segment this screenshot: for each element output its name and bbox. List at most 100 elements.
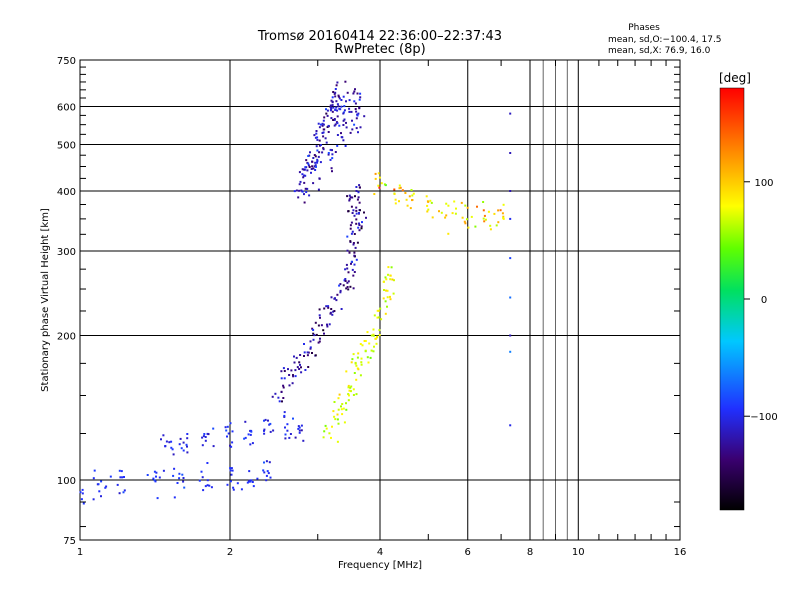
data-point bbox=[352, 242, 355, 244]
data-point bbox=[325, 427, 328, 430]
data-point bbox=[352, 92, 355, 95]
data-point bbox=[353, 214, 356, 217]
data-point bbox=[336, 109, 339, 112]
data-point bbox=[336, 81, 339, 84]
data-point bbox=[330, 108, 333, 111]
data-point bbox=[309, 340, 312, 343]
data-point bbox=[335, 299, 338, 302]
data-point bbox=[264, 418, 267, 421]
data-point bbox=[393, 192, 396, 195]
data-point bbox=[338, 124, 341, 127]
data-point bbox=[474, 225, 477, 228]
data-point bbox=[331, 110, 334, 113]
data-point bbox=[311, 165, 314, 168]
data-point bbox=[355, 206, 358, 209]
data-point bbox=[301, 168, 304, 171]
data-point bbox=[315, 132, 318, 135]
data-point bbox=[225, 429, 228, 432]
data-point bbox=[281, 400, 283, 403]
data-point bbox=[444, 216, 447, 219]
data-point bbox=[385, 289, 388, 292]
data-point bbox=[93, 469, 96, 472]
data-point bbox=[198, 479, 201, 482]
data-point bbox=[336, 134, 339, 136]
data-point bbox=[314, 321, 317, 324]
data-point bbox=[307, 162, 310, 165]
data-point bbox=[340, 132, 342, 135]
data-point bbox=[370, 349, 373, 352]
data-point bbox=[386, 289, 389, 292]
data-point bbox=[333, 297, 336, 300]
data-point bbox=[357, 368, 360, 371]
data-point bbox=[344, 145, 347, 147]
data-point bbox=[322, 436, 325, 439]
data-point bbox=[227, 432, 230, 435]
data-point bbox=[509, 190, 512, 192]
data-point bbox=[317, 188, 320, 191]
data-point bbox=[344, 280, 347, 282]
data-point bbox=[100, 480, 103, 483]
data-point bbox=[354, 362, 357, 365]
data-point bbox=[412, 192, 415, 195]
data-point bbox=[229, 480, 232, 483]
data-point bbox=[119, 476, 122, 479]
data-point bbox=[509, 257, 512, 260]
data-point bbox=[303, 343, 305, 345]
data-point bbox=[282, 367, 285, 370]
data-point bbox=[317, 324, 320, 327]
data-point bbox=[358, 201, 361, 204]
data-point bbox=[337, 408, 340, 411]
data-point bbox=[230, 445, 233, 448]
data-point bbox=[249, 433, 252, 436]
data-point bbox=[80, 498, 83, 501]
data-point bbox=[334, 418, 337, 421]
data-point bbox=[476, 205, 478, 208]
data-point bbox=[181, 473, 184, 476]
data-point bbox=[172, 453, 175, 456]
data-point bbox=[333, 124, 336, 127]
data-point bbox=[430, 201, 433, 204]
data-point bbox=[105, 485, 108, 488]
data-point bbox=[156, 497, 159, 500]
data-point bbox=[283, 411, 286, 414]
data-point bbox=[249, 480, 252, 483]
data-point bbox=[393, 188, 396, 191]
data-point bbox=[81, 488, 84, 491]
data-point bbox=[109, 475, 112, 478]
data-point bbox=[392, 292, 395, 295]
data-point bbox=[346, 91, 349, 94]
data-point bbox=[336, 115, 339, 118]
data-point bbox=[280, 370, 283, 373]
data-point bbox=[385, 278, 388, 281]
data-point bbox=[313, 334, 316, 337]
data-point bbox=[206, 479, 209, 482]
data-point bbox=[153, 470, 156, 473]
data-point bbox=[230, 473, 233, 476]
data-point bbox=[427, 208, 430, 211]
data-point bbox=[229, 422, 232, 425]
data-point bbox=[357, 131, 359, 134]
data-point bbox=[231, 469, 234, 472]
data-point bbox=[324, 137, 327, 140]
data-point bbox=[346, 267, 349, 270]
data-point bbox=[389, 278, 392, 281]
data-point bbox=[267, 419, 269, 422]
data-point bbox=[372, 334, 375, 337]
data-point bbox=[353, 90, 356, 93]
data-point bbox=[347, 386, 350, 389]
data-point bbox=[287, 368, 289, 371]
data-point bbox=[283, 414, 286, 417]
data-point bbox=[201, 476, 204, 479]
data-point bbox=[354, 88, 356, 91]
data-point bbox=[338, 97, 341, 100]
data-point bbox=[382, 297, 385, 300]
data-point bbox=[348, 110, 351, 113]
data-point bbox=[384, 300, 387, 303]
data-point bbox=[314, 354, 317, 357]
data-point bbox=[373, 193, 376, 195]
data-point bbox=[483, 214, 486, 217]
data-point bbox=[263, 461, 265, 464]
data-point bbox=[250, 430, 253, 433]
data-point bbox=[284, 426, 286, 429]
data-point bbox=[383, 183, 386, 186]
